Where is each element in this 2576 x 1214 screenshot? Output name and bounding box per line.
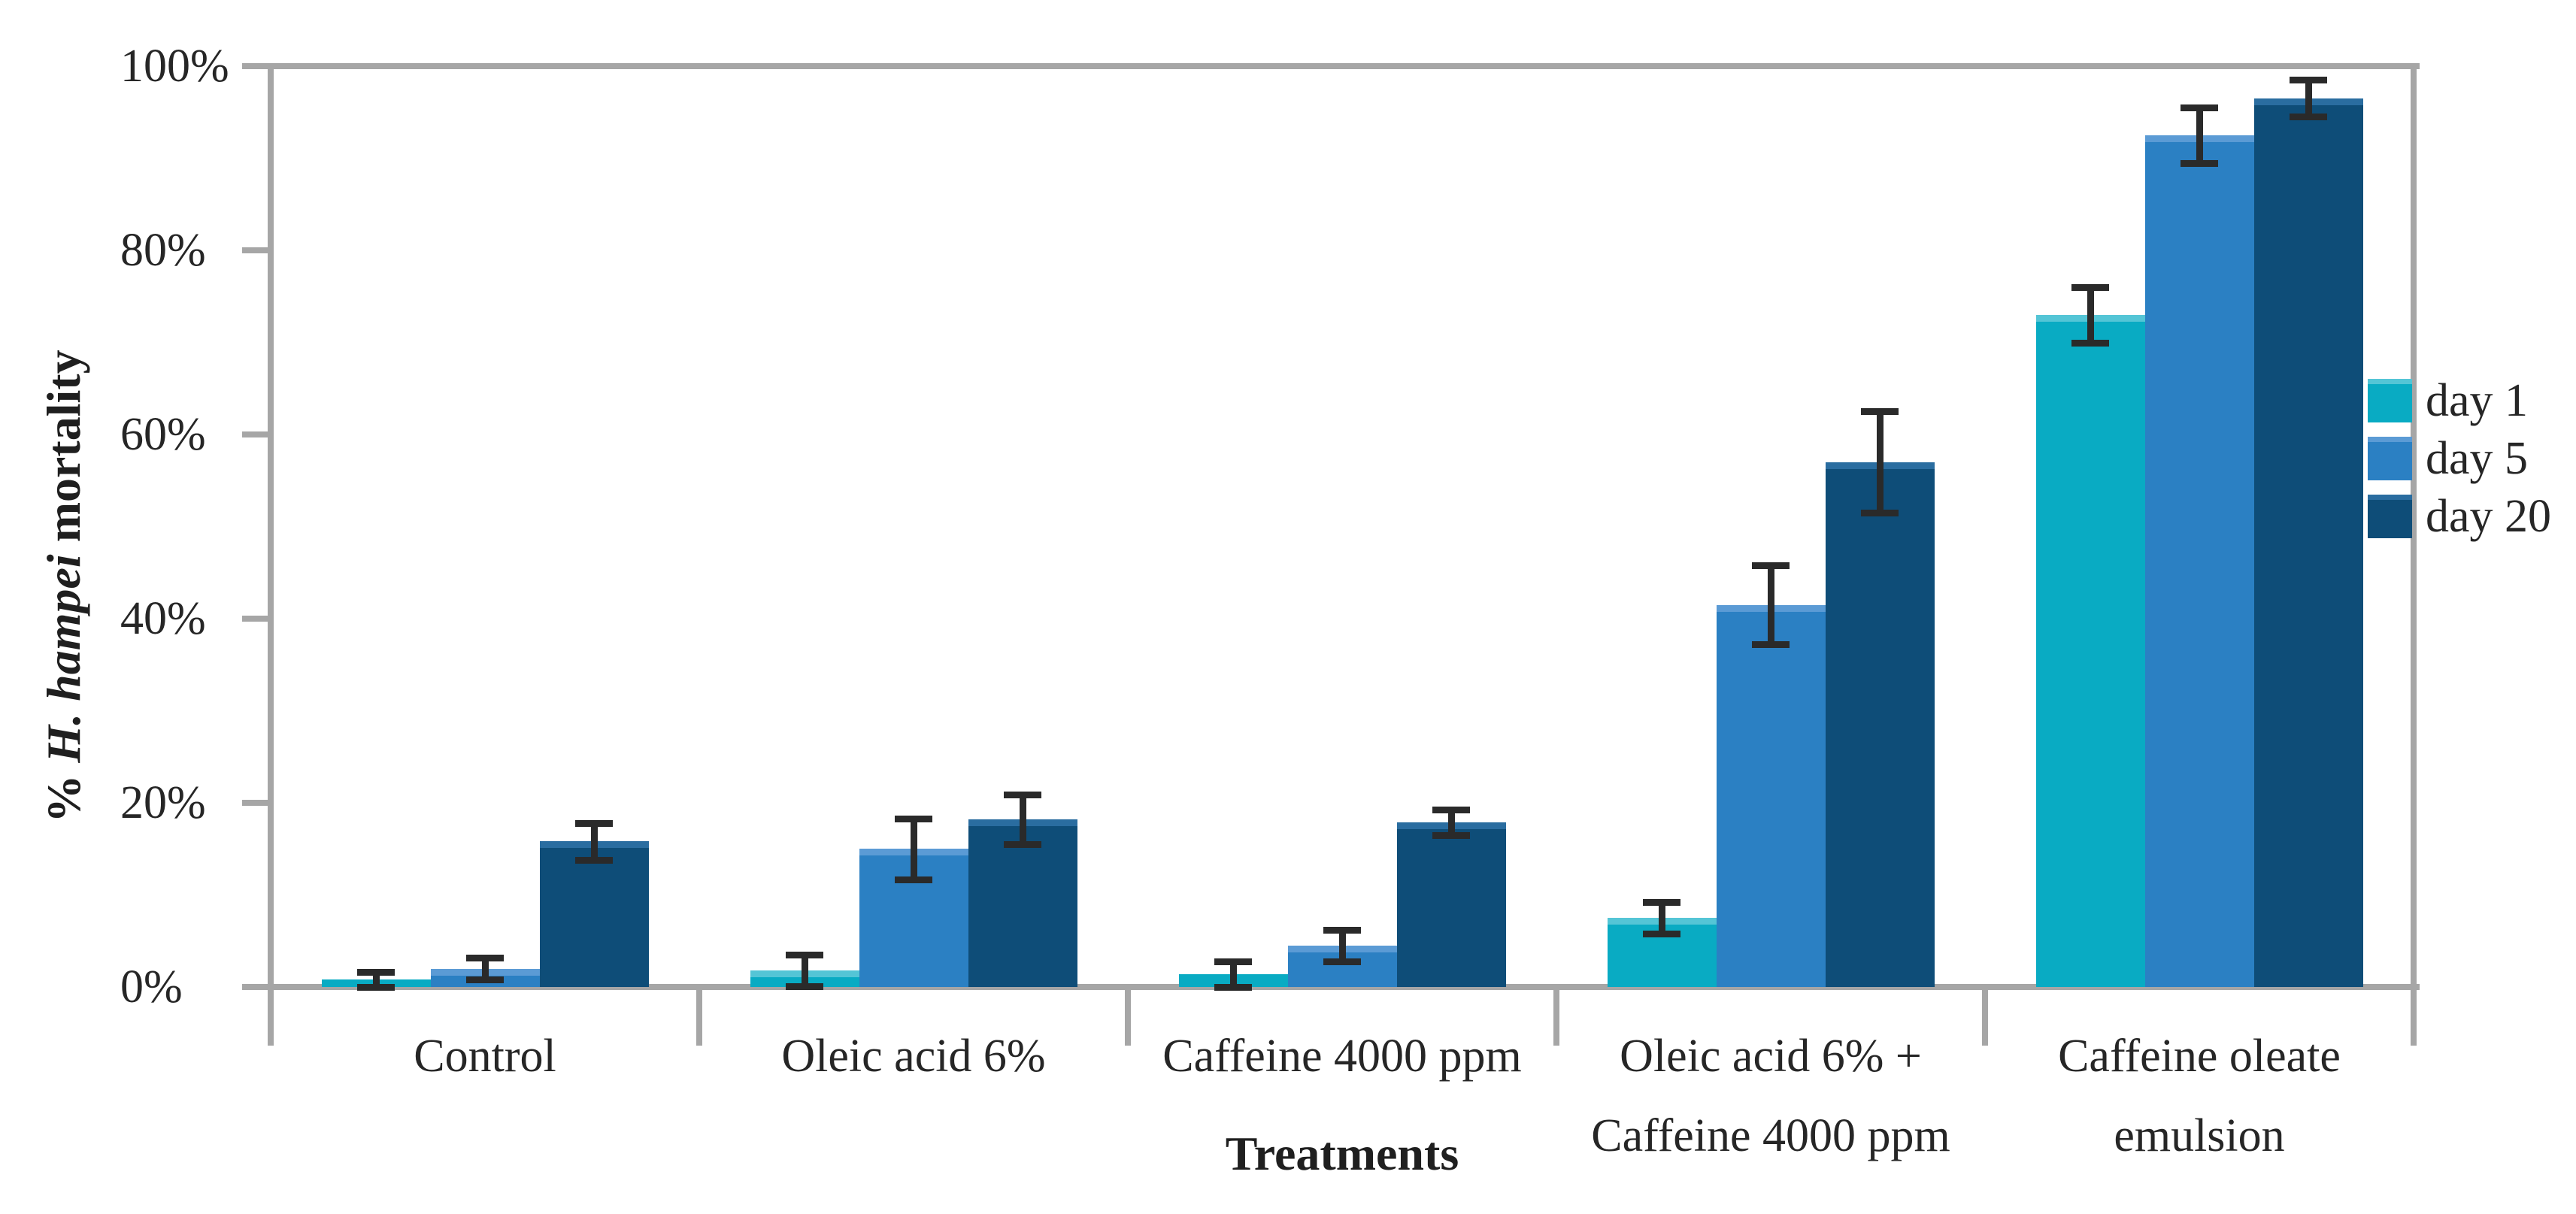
error-bar-cap-bottom xyxy=(2290,114,2327,121)
category-label-3: Oleic acid 6% + Caffeine 4000 ppm xyxy=(1591,1031,1950,1161)
error-bar-cap-bottom xyxy=(466,976,504,984)
bar-day20-group2 xyxy=(1396,822,1506,987)
error-bar-cap-bottom xyxy=(2071,339,2109,347)
legend-swatch-day20 xyxy=(2368,495,2412,538)
error-bar-cap-bottom xyxy=(1861,510,1899,517)
error-bar-cap-bottom xyxy=(575,856,613,864)
y-axis-title: % H. hampei mortality xyxy=(36,350,92,822)
error-bar-cap-top xyxy=(575,819,613,827)
error-bar-line xyxy=(372,972,380,987)
error-bar-cap-top xyxy=(2290,77,2327,84)
error-bar-cap-top xyxy=(1752,562,1790,569)
error-bar-line xyxy=(2087,287,2094,343)
error-bar-cap-top xyxy=(1323,927,1361,934)
error-bar-cap-top xyxy=(2071,284,2109,291)
error-bar-line xyxy=(1658,902,1665,934)
x-axis-title: Treatments xyxy=(1225,1127,1459,1180)
category-tick xyxy=(1553,987,1559,1046)
y-tick-mark xyxy=(242,63,271,69)
y-tick-mark xyxy=(242,247,271,253)
y-tick-label: 0% xyxy=(120,961,183,1013)
bar-day5-group3 xyxy=(1716,604,1826,987)
error-bar-cap-top xyxy=(1643,899,1680,907)
error-bar-cap-top xyxy=(786,952,823,959)
error-bar-cap-bottom xyxy=(1214,984,1252,991)
y-tick-mark xyxy=(242,431,271,437)
error-bar-line xyxy=(590,822,598,860)
bar-day20-group3 xyxy=(1825,462,1935,987)
error-bar-line xyxy=(1876,411,1884,513)
error-bar-line xyxy=(1767,565,1774,645)
plot-top-border xyxy=(271,63,2420,69)
error-bar-cap-bottom xyxy=(1004,841,1041,849)
y-tick-label: 80% xyxy=(120,225,206,276)
error-bar-cap-bottom xyxy=(357,984,395,991)
error-bar-line xyxy=(910,818,917,879)
error-bar-line xyxy=(801,955,808,986)
error-bar-line xyxy=(1019,794,1026,845)
error-bar-cap-top xyxy=(1861,408,1899,416)
category-tick xyxy=(268,987,274,1046)
legend-swatch-day5 xyxy=(2368,437,2412,480)
error-bar-line xyxy=(1338,930,1346,961)
error-bar-line xyxy=(2196,107,2203,163)
y-tick-label: 40% xyxy=(120,593,206,644)
y-tick-label: 20% xyxy=(120,777,206,828)
category-label-0: Control xyxy=(414,1031,556,1082)
error-bar-cap-top xyxy=(1004,791,1041,798)
legend-swatch-day1 xyxy=(2368,379,2412,422)
plot-right-border xyxy=(2411,63,2417,990)
error-bar-cap-bottom xyxy=(1752,641,1790,649)
y-axis-title-species: H. hampei xyxy=(37,554,90,763)
y-tick-mark xyxy=(242,984,271,990)
error-bar-cap-top xyxy=(466,954,504,961)
y-axis-title-prefix: % xyxy=(37,762,90,823)
category-tick xyxy=(1125,987,1131,1046)
category-label-4: Caffeine oleate emulsion xyxy=(2058,1031,2341,1161)
legend-label-day5: day 5 xyxy=(2426,433,2529,484)
error-bar-cap-bottom xyxy=(2181,159,2218,167)
bar-day20-group4 xyxy=(2253,98,2363,987)
error-bar-cap-top xyxy=(2181,104,2218,112)
legend-label-day1: day 1 xyxy=(2426,375,2529,426)
error-bar-line xyxy=(1447,809,1455,835)
error-bar-line xyxy=(481,957,489,980)
category-tick xyxy=(2411,987,2417,1046)
error-bar-cap-top xyxy=(1214,958,1252,965)
y-tick-mark xyxy=(242,616,271,622)
error-bar-cap-top xyxy=(1432,806,1470,813)
error-bar-cap-top xyxy=(357,969,395,976)
y-tick-mark xyxy=(242,800,271,806)
error-bar-cap-bottom xyxy=(895,876,932,883)
category-tick xyxy=(696,987,702,1046)
legend-label-day20: day 20 xyxy=(2426,491,2552,542)
error-bar-cap-top xyxy=(895,815,932,822)
category-tick xyxy=(1982,987,1988,1046)
category-label-2: Caffeine 4000 ppm xyxy=(1162,1031,1522,1082)
y-tick-label: 60% xyxy=(120,409,206,460)
error-bar-line xyxy=(2305,80,2312,117)
y-axis-line xyxy=(268,63,274,1045)
error-bar-cap-bottom xyxy=(1643,930,1680,937)
bar-day1-group4 xyxy=(2035,314,2145,987)
bar-day5-group4 xyxy=(2144,135,2254,987)
x-axis-baseline xyxy=(242,984,2420,990)
error-bar-cap-bottom xyxy=(1432,831,1470,839)
category-label-1: Oleic acid 6% xyxy=(781,1031,1046,1082)
y-axis-title-suffix: mortality xyxy=(37,350,90,555)
error-bar-cap-bottom xyxy=(1323,958,1361,965)
error-bar-cap-bottom xyxy=(786,982,823,990)
y-tick-label: 100% xyxy=(120,41,229,92)
error-bar-line xyxy=(1229,961,1237,987)
